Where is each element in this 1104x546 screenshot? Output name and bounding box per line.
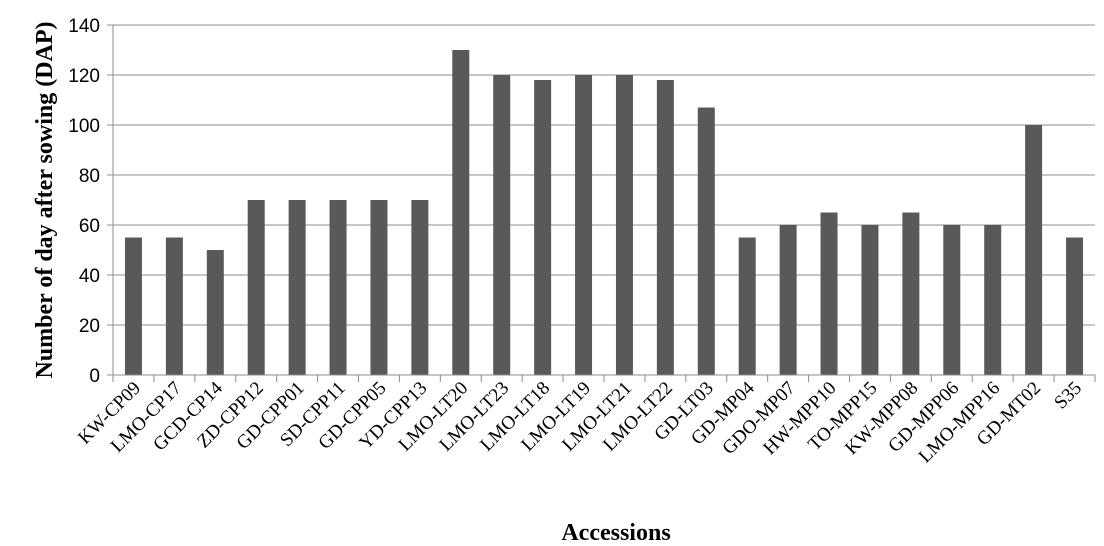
gridlines xyxy=(113,24,1095,326)
bar-S35 xyxy=(1066,237,1084,375)
bar-LMO-MPP16 xyxy=(984,225,1002,375)
y-axis-title: Number of day after sowing (DAP) xyxy=(32,21,58,378)
bar-GD-CPP01 xyxy=(288,200,306,375)
bar-GD-MT02 xyxy=(1025,125,1043,375)
bar-GD-MP04 xyxy=(738,237,756,375)
bar-ZD-CPP12 xyxy=(247,200,265,375)
y-tick-label: 60 xyxy=(79,216,100,237)
y-tick-label: 120 xyxy=(68,66,100,87)
bar-KW-CP09 xyxy=(124,237,142,375)
bar-LMO-LT20 xyxy=(452,50,470,375)
bar-GCD-CP14 xyxy=(206,250,224,375)
bar-GDO-MP07 xyxy=(779,225,797,375)
bar-GD-CPP05 xyxy=(370,200,388,375)
x-tick-labels: KW-CP09LMO-CP17GCD-CP14ZD-CPP12GD-CPP01S… xyxy=(74,377,1086,467)
bar-LMO-LT21 xyxy=(615,75,633,375)
bar-LMO-LT19 xyxy=(575,75,593,375)
axes xyxy=(107,24,1096,382)
bar-SD-CPP11 xyxy=(329,200,347,375)
bar-LMO-LT23 xyxy=(493,75,511,375)
y-tick-label: 20 xyxy=(79,316,100,337)
x-axis-title: Accessions xyxy=(561,520,670,546)
bar-LMO-LT22 xyxy=(656,80,674,375)
y-tick-label: 0 xyxy=(89,366,100,387)
bar-TO-MPP15 xyxy=(861,225,879,375)
bar-YD-CPP13 xyxy=(411,200,429,375)
bar-LMO-CP17 xyxy=(165,237,183,375)
bars xyxy=(124,50,1084,375)
y-tick-labels: 0 20 40 60 80 100 120 140 xyxy=(68,16,100,387)
bar-GD-LT03 xyxy=(697,107,715,375)
y-tick-label: 140 xyxy=(68,16,100,37)
x-tick-label: S35 xyxy=(1050,378,1086,414)
y-tick-label: 80 xyxy=(79,166,100,187)
bar-KW-MPP08 xyxy=(902,212,920,375)
bar-GD-MPP06 xyxy=(943,225,961,375)
y-tick-label: 100 xyxy=(68,116,100,137)
bar-LMO-LT18 xyxy=(534,80,552,375)
bar-HW-MPP10 xyxy=(820,212,838,375)
y-tick-label: 40 xyxy=(79,266,100,287)
